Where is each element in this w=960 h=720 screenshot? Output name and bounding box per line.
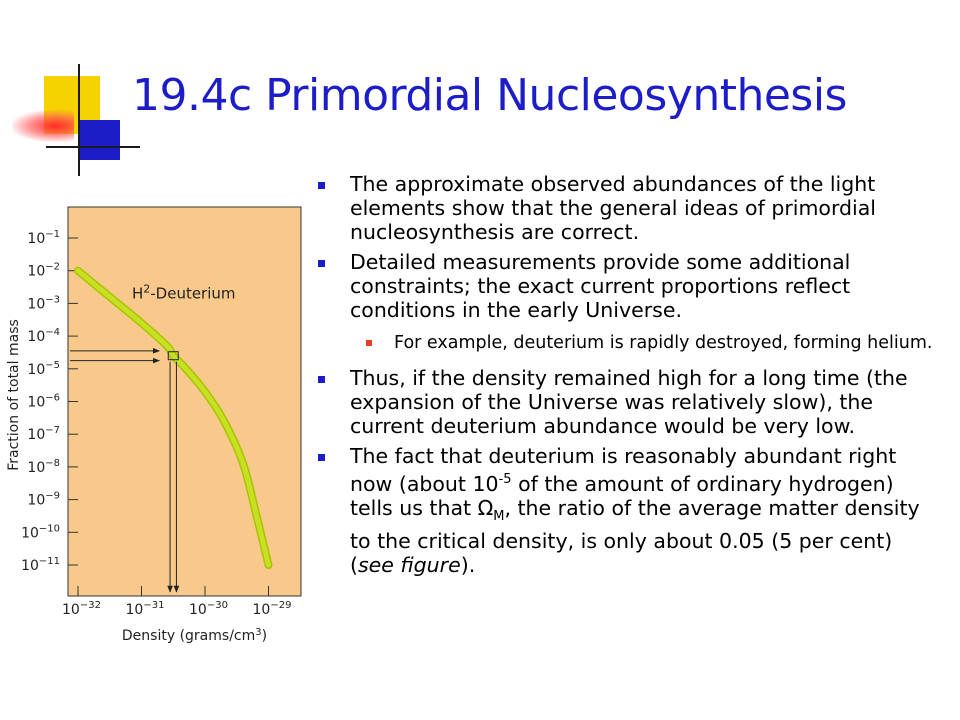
omega-symbol: Ω [477, 495, 494, 520]
highlight-group [70, 348, 180, 593]
y-tick-label: 10−8 [27, 458, 60, 476]
series-label-sup: 2 [143, 282, 150, 295]
bullet-4-exponent: -5 [498, 472, 512, 487]
bullet-2-sub: For example, deuterium is rapidly destro… [366, 332, 936, 354]
decor-horizontal-line [46, 146, 140, 148]
decor-blue-square [80, 120, 120, 160]
y-tick-label: 10−11 [21, 556, 60, 574]
bullet-2: Detailed measurements provide some addit… [318, 250, 936, 322]
slide-body: The approximate observed abundances of t… [318, 172, 936, 583]
y-tick-label: 10−4 [27, 327, 60, 345]
bullet-4-text-1: The fact that deuterium is reasonably ab… [350, 444, 897, 496]
bullet-4: The fact that deuterium is reasonably ab… [318, 444, 936, 577]
decor-vertical-line [78, 64, 80, 176]
x-axis-label-end: ) [262, 628, 267, 644]
x-axis-label-main: Density (grams/cm [122, 628, 255, 644]
y-tick-label: 10−9 [27, 491, 60, 509]
deuterium-chart: 10−1 10−2 10−3 10−4 10−5 10−6 10−7 10−8 10−9 10−1… [0, 195, 310, 649]
y-tick-label: 10−10 [21, 523, 60, 541]
bullet-4-text-2: of the amount of ordinary hydrogen) tell… [350, 471, 894, 520]
series-label-main: H [132, 284, 143, 302]
bullet-4-end: ). [460, 552, 476, 577]
highlight-box [167, 351, 179, 361]
series-label: H2-Deuterium [132, 282, 236, 302]
title-decoration [0, 0, 140, 180]
omega-subscript: M [493, 508, 505, 524]
y-tick-label: 10−2 [27, 262, 60, 280]
x-axis-label: Density (grams/cm3) [122, 627, 267, 644]
x-tick-label: 10−29 [253, 600, 292, 618]
x-axis-label-sup: 3 [255, 627, 261, 638]
y-tick-label: 10−1 [27, 229, 60, 247]
x-tick-label: 10−30 [189, 600, 228, 618]
y-tick-label: 10−6 [27, 393, 60, 411]
x-tick-label: 10−32 [62, 600, 101, 618]
bullet-4-text-3: , the ratio of the average matter densit… [350, 495, 920, 577]
y-tick-label: 10−7 [27, 425, 60, 443]
series-curve-deuterium [75, 268, 271, 568]
figure-reference: see figure [358, 552, 461, 577]
bullet-3: Thus, if the density remained high for a… [318, 366, 936, 438]
y-tick-label: 10−5 [27, 360, 60, 378]
y-axis-label: Fraction of total mass [6, 319, 22, 471]
slide-title: 19.4c Primordial Nucleosynthesis [132, 70, 847, 121]
y-axis: 10−1 10−2 10−3 10−4 10−5 10−6 10−7 10−8 10−9 10−1… [21, 229, 78, 574]
x-tick-label: 10−31 [126, 600, 165, 618]
plot-area [67, 206, 302, 597]
x-axis: 10−32 10−31 10−30 10−29 [62, 586, 291, 618]
bullet-1: The approximate observed abundances of t… [318, 172, 936, 244]
series-label-rest: -Deuterium [150, 284, 235, 302]
decor-red-glow [12, 110, 74, 142]
y-tick-label: 10−3 [27, 294, 60, 312]
chart-svg: 10−1 10−2 10−3 10−4 10−5 10−6 10−7 10−8 10−9 10−1… [6, 206, 302, 644]
